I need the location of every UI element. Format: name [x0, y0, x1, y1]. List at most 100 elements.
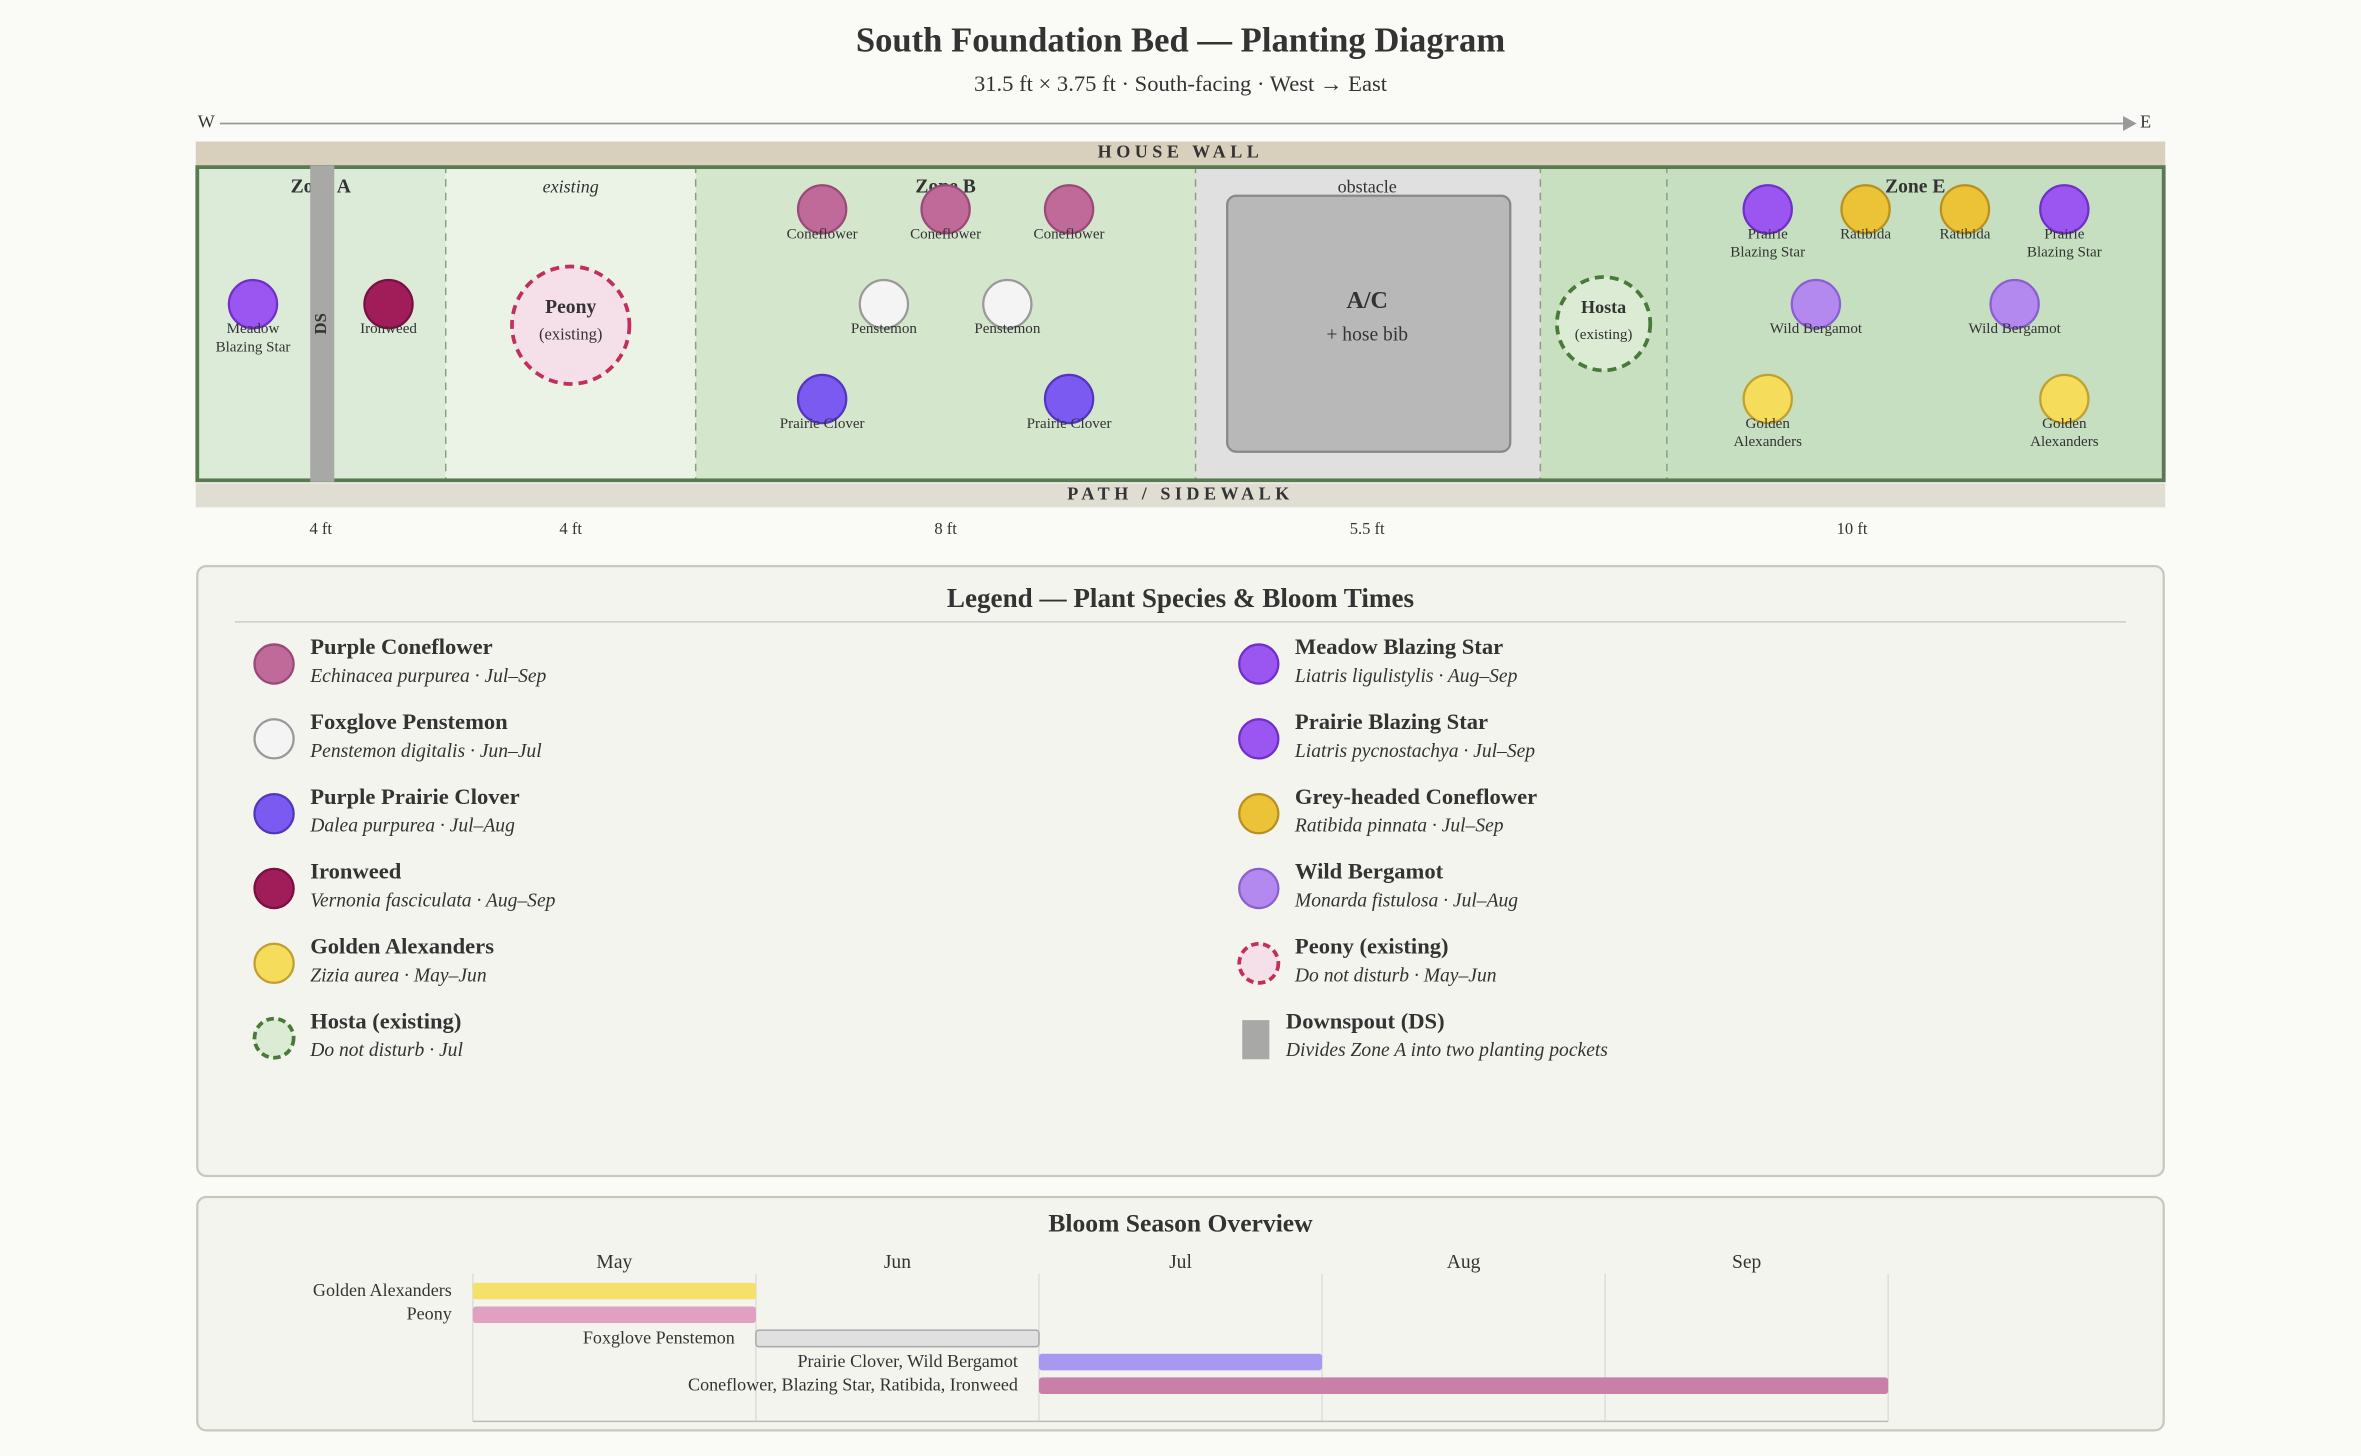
legend-name: Ironweed — [310, 859, 402, 884]
bloom-bar — [755, 1329, 1040, 1348]
plant-label: Prairie — [1748, 226, 1788, 242]
plant — [1742, 373, 1793, 425]
month-label: Sep — [1732, 1252, 1762, 1273]
plant-label: Blazing Star — [216, 339, 291, 355]
plant-label: Prairie — [2044, 226, 2084, 242]
hosta-name: Hosta — [1581, 297, 1626, 317]
bed-border — [195, 165, 2166, 483]
plant-label: Wild Bergamot — [1770, 321, 1863, 337]
plant — [920, 184, 971, 235]
legend-name: Prairie Blazing Star — [1295, 709, 1488, 734]
legend-name: Foxglove Penstemon — [310, 709, 508, 734]
peony-name: Peony — [545, 297, 596, 318]
legend-icon — [1238, 792, 1280, 835]
zone-label: existing — [543, 176, 599, 196]
hosta-note: (existing) — [1575, 327, 1633, 343]
legend-name: Downspout (DS) — [1286, 1008, 1445, 1033]
plant-label: Alexanders — [2030, 434, 2099, 450]
plant-label: Coneflower — [1034, 226, 1105, 242]
bloom-label: Prairie Clover, Wild Bergamot — [797, 1351, 1017, 1371]
zone-width: 4 ft — [309, 519, 332, 538]
plant-label: Coneflower — [910, 226, 981, 242]
legend-name: Grey-headed Coneflower — [1295, 784, 1537, 809]
plant-label: Ironweed — [360, 321, 417, 337]
plant-label: Ratibida — [1840, 226, 1891, 242]
plant — [1742, 184, 1793, 235]
legend-detail: Do not disturb · Jul — [309, 1040, 463, 1061]
plant-label: Blazing Star — [2027, 244, 2102, 260]
plant — [227, 278, 279, 330]
title: South Foundation Bed — Planting Diagram — [856, 22, 1505, 60]
plant — [796, 184, 848, 235]
plant — [363, 278, 414, 330]
legend-detail: Liatris ligulistylis · Aug–Sep — [1294, 666, 1518, 687]
bloom-bar — [1038, 1377, 1889, 1394]
legend-box — [196, 565, 2165, 1178]
month-label: Jul — [1169, 1252, 1192, 1273]
bloom-label: Golden Alexanders — [313, 1280, 452, 1300]
plant-label: Penstemon — [974, 321, 1041, 337]
plant — [982, 278, 1033, 330]
legend-icon — [253, 942, 295, 985]
legend-detail: Monarda fistulosa · Jul–Aug — [1294, 891, 1518, 912]
zone-width: 8 ft — [934, 519, 957, 538]
plant-label: Golden — [2042, 416, 2087, 432]
plant-label: Alexanders — [1733, 434, 1802, 450]
zone-width: 10 ft — [1837, 519, 1868, 538]
downspout-label: DS — [311, 313, 330, 334]
legend-detail: Liatris pycnostachya · Jul–Sep — [1294, 741, 1535, 762]
plant — [796, 373, 848, 425]
path-label: PATH / SIDEWALK — [1067, 484, 1294, 504]
bloom-bar — [1038, 1353, 1323, 1371]
legend-icon — [253, 718, 295, 760]
plant — [858, 278, 910, 330]
plant — [1989, 278, 2040, 330]
bloom-label: Coneflower, Blazing Star, Ratibida, Iron… — [688, 1375, 1018, 1395]
legend-name: Golden Alexanders — [310, 933, 494, 958]
plant — [2039, 373, 2090, 425]
month-label: Jun — [884, 1252, 911, 1273]
legend-name: Hosta (existing) — [310, 1008, 461, 1033]
plant-label: Golden — [1746, 416, 1791, 432]
legend-detail: Ratibida pinnata · Jul–Sep — [1294, 816, 1504, 837]
plant — [1939, 184, 1991, 235]
legend-name: Meadow Blazing Star — [1295, 634, 1503, 659]
legend-icon — [253, 792, 295, 835]
path-band — [195, 483, 2166, 508]
legend-detail: Zizia aurea · May–Jun — [310, 965, 486, 986]
bloom-title: Bloom Season Overview — [1048, 1209, 1313, 1238]
bloom-label: Foxglove Penstemon — [583, 1327, 735, 1347]
legend-name: Purple Coneflower — [310, 634, 492, 659]
plant-label: Penstemon — [851, 321, 918, 337]
plant-label: Coneflower — [787, 226, 858, 242]
legend-detail: Penstemon digitalis · Jun–Jul — [309, 741, 541, 762]
legend-title: Legend — Plant Species & Bloom Times — [947, 583, 1414, 613]
legend-icon — [1237, 941, 1281, 985]
plant — [1043, 373, 1095, 425]
downspout — [310, 165, 335, 482]
plant-label: Meadow — [227, 321, 280, 337]
plant — [1043, 184, 1095, 235]
zone-width: 5.5 ft — [1350, 519, 1385, 538]
month-label: Aug — [1447, 1252, 1481, 1273]
legend-icon — [1242, 1020, 1270, 1060]
legend-detail: Do not disturb · May–Jun — [1294, 965, 1497, 986]
hosta — [1555, 275, 1653, 373]
plant — [2039, 184, 2090, 235]
zone-label: obstacle — [1338, 176, 1397, 196]
compass-arrow — [2123, 115, 2137, 131]
compass-east: E — [2140, 112, 2151, 132]
legend-detail: Vernonia fasciculata · Aug–Sep — [310, 891, 555, 912]
zone-label: Zone E — [1885, 177, 1945, 198]
month-label: May — [596, 1252, 632, 1273]
zone-width: 4 ft — [559, 519, 582, 538]
plant-label: Prairie Clover — [780, 416, 865, 432]
bloom-box — [196, 1195, 2165, 1432]
plant-label: Wild Bergamot — [1968, 321, 2061, 337]
compass-west: W — [198, 112, 215, 132]
plant — [1840, 184, 1891, 235]
legend-detail: Divides Zone A into two planting pockets — [1285, 1040, 1608, 1061]
plant-label: Ratibida — [1939, 226, 1990, 242]
